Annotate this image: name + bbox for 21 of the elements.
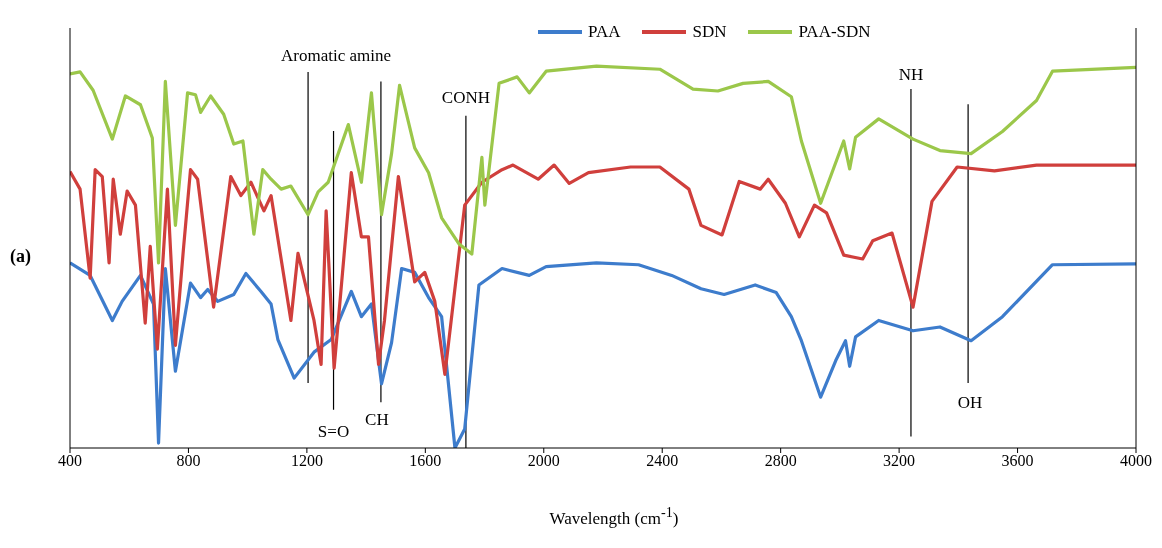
legend-label: SDN <box>692 22 727 42</box>
x-tick-label: 2000 <box>527 452 560 470</box>
ref-line-label: OH <box>957 393 983 413</box>
text: (a) <box>10 246 31 267</box>
legend-label: PAA <box>588 22 621 42</box>
x-tick-label: 3600 <box>1001 452 1034 470</box>
ref-line-label: NH <box>898 64 924 84</box>
ref-line-label: CH <box>365 410 389 430</box>
x-tick-label: 400 <box>58 452 82 470</box>
x-tick-label: 2800 <box>764 452 797 470</box>
ref-line-label: S=O <box>317 421 350 441</box>
legend-label: PAA-SDN <box>798 22 871 42</box>
ref-line-label: Aromatic amine <box>281 45 392 65</box>
x-tick-label: 3200 <box>883 452 916 470</box>
ref-line-label: CONH <box>441 87 490 107</box>
x-tick-label: 1200 <box>290 452 323 470</box>
x-tick-label: 1600 <box>409 452 442 470</box>
x-tick-label: 2400 <box>646 452 679 470</box>
x-tick-label: 800 <box>176 452 201 470</box>
x-tick-label: 4000 <box>1120 452 1152 470</box>
x-axis-title: Wavelength (cm$^{-1}$) <box>548 504 680 529</box>
